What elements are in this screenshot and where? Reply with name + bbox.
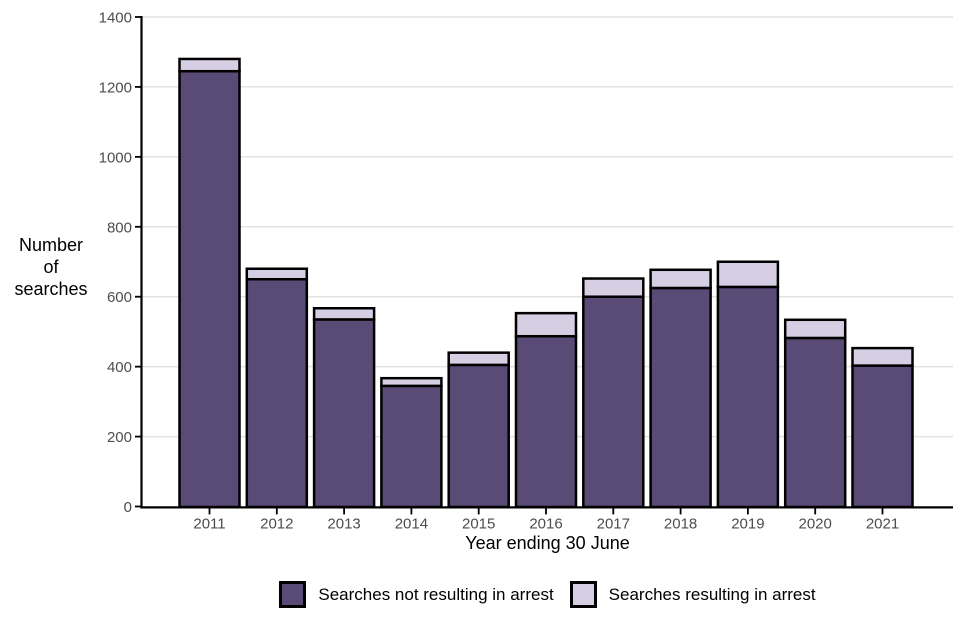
legend-swatch-arrest-icon bbox=[569, 581, 597, 608]
bar-2018-not-arrest bbox=[649, 286, 712, 509]
legend-entry-not-arrest: Searches not resulting in arrest bbox=[279, 581, 554, 608]
bar-2015-arrest bbox=[447, 351, 510, 367]
x-tick-label-2015: 2015 bbox=[462, 516, 495, 533]
bar-2016-arrest bbox=[514, 311, 578, 338]
y-axis-title: Number of searches bbox=[14, 235, 88, 299]
legend-swatch-not-arrest-icon bbox=[279, 581, 307, 608]
y-tick-label-400: 400 bbox=[107, 359, 132, 376]
x-tick-label-2011: 2011 bbox=[193, 516, 225, 533]
bar-2018-arrest bbox=[649, 268, 712, 290]
bar-2015-not-arrest bbox=[447, 363, 510, 509]
y-tick-label-600: 600 bbox=[107, 289, 132, 306]
y-tick-label-0: 0 bbox=[124, 499, 132, 516]
bar-2013-arrest bbox=[312, 307, 376, 321]
legend-label-not-arrest: Searches not resulting in arrest bbox=[318, 584, 554, 604]
bar-2017-not-arrest bbox=[582, 295, 645, 509]
x-tick-label-2016: 2016 bbox=[529, 516, 562, 533]
bar-2014-arrest bbox=[380, 376, 443, 388]
bar-2013-not-arrest bbox=[312, 318, 376, 509]
x-tick-label-2018: 2018 bbox=[664, 516, 697, 533]
y-tick-label-200: 200 bbox=[107, 429, 132, 446]
x-tick-label-2021: 2021 bbox=[866, 516, 899, 533]
bar-2020-arrest bbox=[783, 318, 847, 340]
bar-2012-arrest bbox=[245, 267, 309, 281]
bar-2011-arrest bbox=[178, 57, 241, 73]
y-tick-label-1000: 1000 bbox=[99, 149, 132, 166]
bar-2011-not-arrest bbox=[178, 69, 241, 509]
bar-2019-not-arrest bbox=[716, 285, 780, 509]
y-tick-label-1200: 1200 bbox=[99, 79, 132, 96]
x-tick-label-2017: 2017 bbox=[597, 516, 630, 533]
bar-2012-not-arrest bbox=[245, 277, 309, 509]
x-axis-title: Year ending 30 June bbox=[465, 533, 630, 553]
bar-2020-not-arrest bbox=[783, 336, 847, 509]
x-tick-label-2014: 2014 bbox=[395, 516, 428, 533]
bar-2019-arrest bbox=[716, 260, 780, 289]
x-tick-label-2019: 2019 bbox=[731, 516, 764, 533]
x-tick-label-2013: 2013 bbox=[327, 516, 360, 533]
legend-entry-arrest: Searches resulting in arrest bbox=[569, 581, 816, 608]
bar-2017-arrest bbox=[582, 277, 645, 298]
bar-2021-arrest bbox=[851, 346, 914, 367]
bar-2021-not-arrest bbox=[851, 364, 914, 509]
legend: Searches not resulting in arrest Searche… bbox=[142, 581, 953, 608]
x-tick-label-2012: 2012 bbox=[260, 516, 293, 533]
x-tick-label-2020: 2020 bbox=[799, 516, 832, 533]
legend-label-arrest: Searches resulting in arrest bbox=[608, 584, 816, 604]
y-tick-label-1400: 1400 bbox=[99, 10, 132, 27]
bar-2016-not-arrest bbox=[514, 334, 578, 509]
bar-2014-not-arrest bbox=[380, 384, 443, 509]
y-tick-label-800: 800 bbox=[107, 219, 132, 236]
